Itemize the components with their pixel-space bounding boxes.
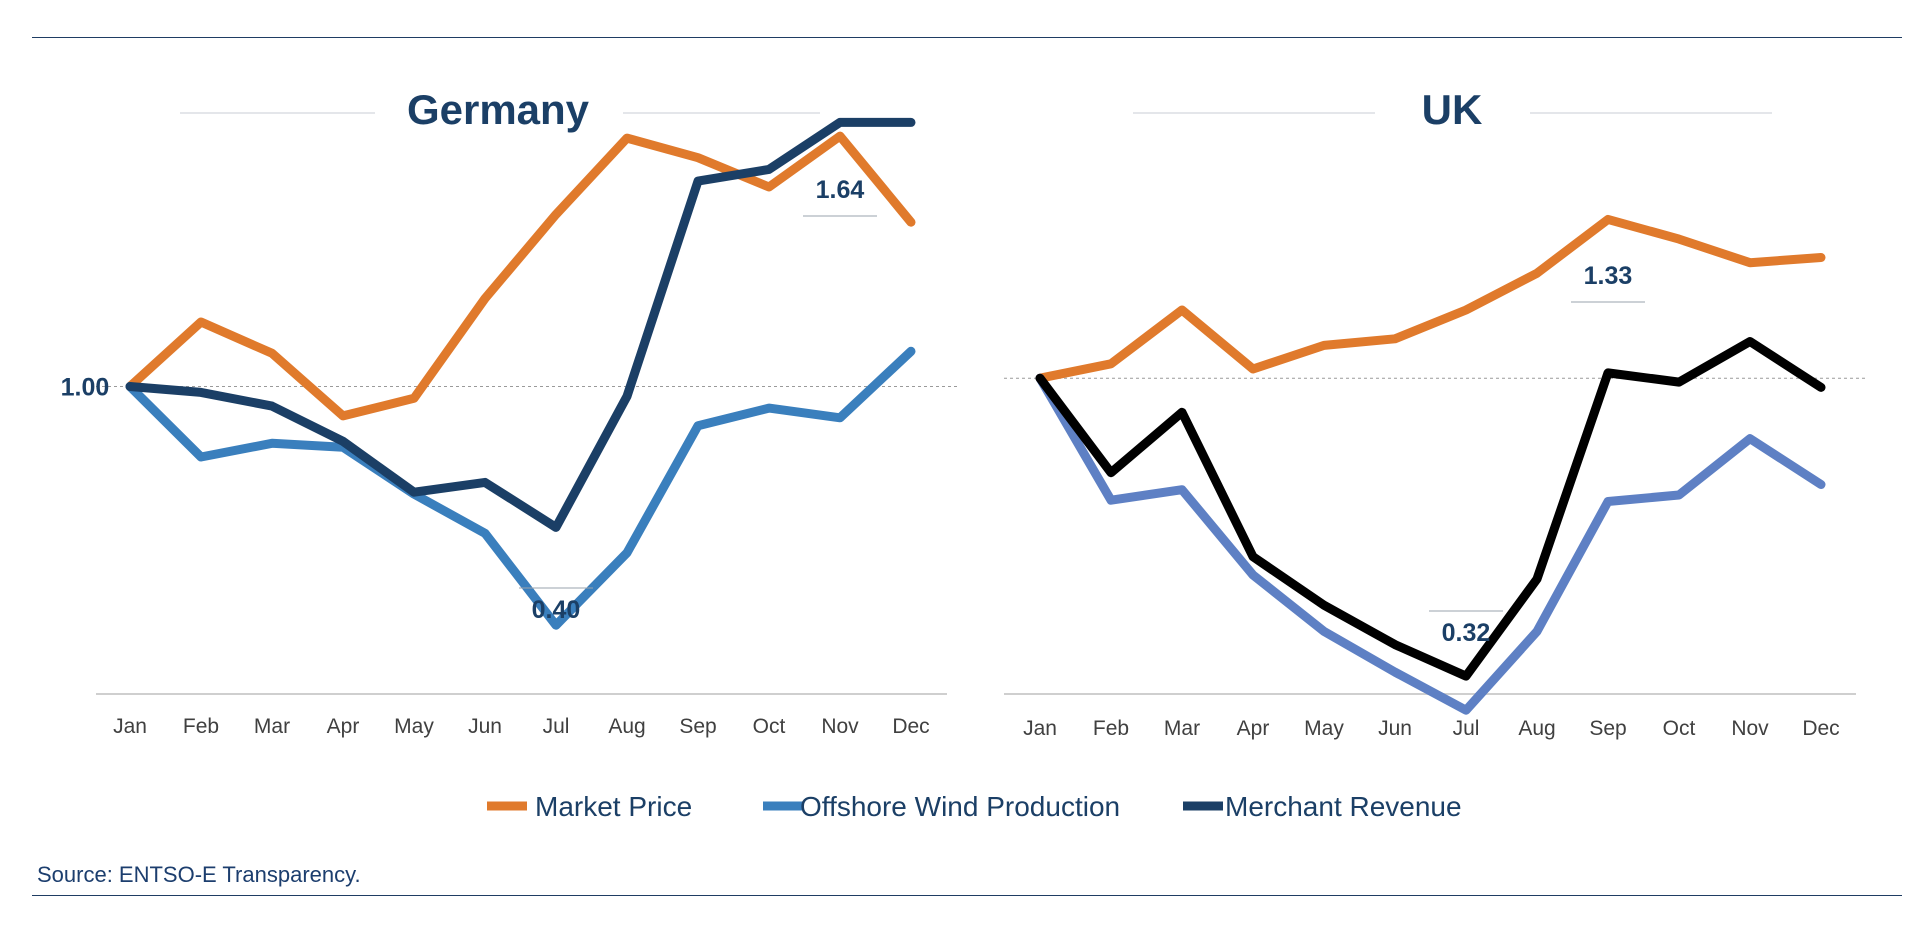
x-tick-label: May (1304, 717, 1344, 740)
source-note: Source: ENTSO-E Transparency. (37, 862, 361, 887)
x-tick-label: Jun (1378, 717, 1412, 740)
data-label: 0.40 (532, 596, 581, 624)
x-tick-label: Jun (468, 715, 502, 738)
x-tick-label: Mar (1164, 717, 1200, 740)
bottom-divider (32, 895, 1902, 896)
x-tick-label: Nov (821, 715, 859, 738)
series-line (1035, 337, 1826, 681)
series-line (1035, 214, 1826, 383)
x-tick-label: Sep (679, 715, 716, 738)
x-tick-label: Mar (254, 715, 290, 738)
data-label: 0.32 (1442, 619, 1491, 647)
x-tick-label: Oct (753, 715, 786, 738)
legend-label: Merchant Revenue (1225, 791, 1462, 822)
legend-label: Offshore Wind Production (800, 791, 1120, 822)
chart-title: UK (1422, 86, 1483, 133)
reference-value-label: 1.00 (61, 374, 110, 402)
top-divider (32, 37, 1902, 38)
series-line (125, 131, 916, 421)
series-line (1035, 373, 1826, 715)
x-tick-label: Feb (183, 715, 219, 738)
x-tick-label: May (394, 715, 434, 738)
x-tick-label: Jul (543, 715, 570, 738)
x-tick-label: Jul (1453, 717, 1480, 740)
legend-label: Market Price (535, 791, 692, 822)
x-tick-label: Dec (1802, 717, 1839, 740)
x-tick-label: Aug (608, 715, 645, 738)
data-label: 1.64 (816, 176, 865, 204)
x-tick-label: Nov (1731, 717, 1769, 740)
data-label: 1.33 (1584, 262, 1633, 290)
x-tick-label: Apr (327, 715, 360, 738)
x-tick-label: Jan (1023, 717, 1057, 740)
x-tick-label: Aug (1518, 717, 1555, 740)
x-tick-label: Sep (1589, 717, 1626, 740)
x-tick-label: Apr (1237, 717, 1270, 740)
series-line (125, 117, 916, 532)
x-tick-label: Oct (1663, 717, 1696, 740)
x-tick-label: Jan (113, 715, 147, 738)
series-line (125, 346, 916, 630)
chart-title: Germany (407, 86, 590, 133)
x-tick-label: Feb (1093, 717, 1129, 740)
x-tick-label: Dec (892, 715, 929, 738)
